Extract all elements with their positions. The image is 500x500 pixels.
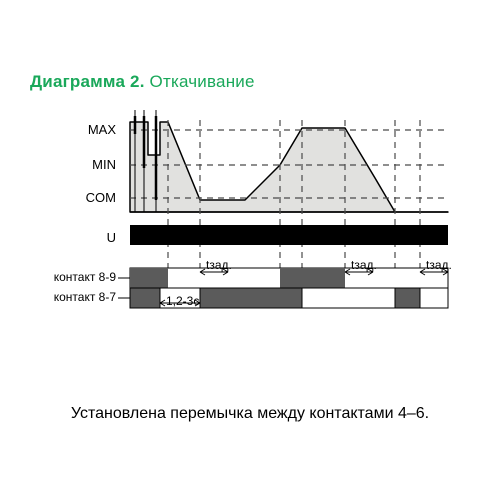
t-delay-3: tзад. xyxy=(426,258,452,272)
label-max: MAX xyxy=(34,122,116,137)
label-u: U xyxy=(34,230,116,245)
t-delay-2: tзад. xyxy=(351,258,377,272)
label-com: COM xyxy=(34,190,116,205)
footer-note: Установлена перемычка между контактами 4… xyxy=(0,405,500,423)
interval-23c: 1,2-3c xyxy=(166,294,199,308)
diagram-title-number: Диаграмма 2. xyxy=(30,72,145,91)
label-contact-8-7: контакт 8-7 xyxy=(34,290,116,304)
label-min: MIN xyxy=(34,157,116,172)
label-contact-8-9: контакт 8-9 xyxy=(34,270,116,284)
diagram-title: Диаграмма 2. Откачивание xyxy=(30,72,255,92)
timing-diagram xyxy=(40,110,450,390)
t-delay-1: tзад. xyxy=(206,258,232,272)
diagram-title-rest: Откачивание xyxy=(145,72,255,91)
